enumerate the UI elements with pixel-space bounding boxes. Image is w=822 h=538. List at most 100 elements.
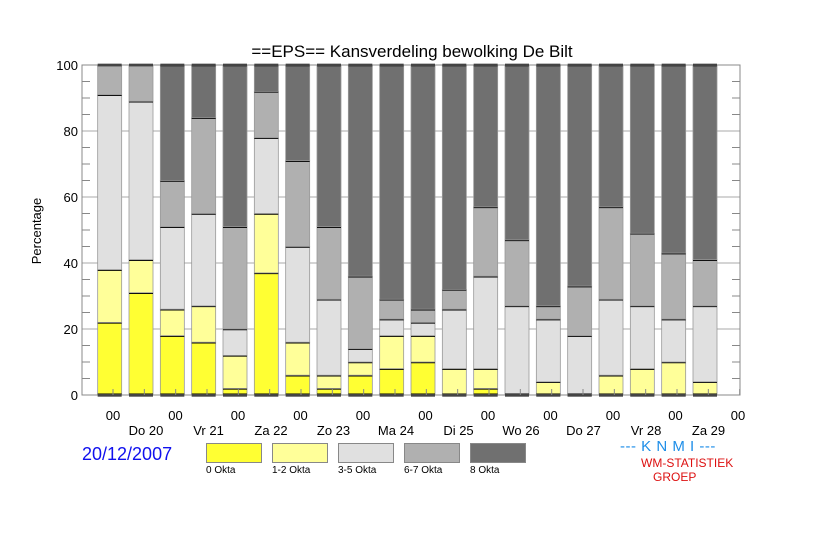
x-day-label: Do 20: [129, 423, 164, 438]
legend-label: 8 Okta: [470, 465, 500, 476]
bar-segment-6-7-okta: [97, 64, 123, 96]
bar-segment-3-5-okta: [379, 318, 405, 337]
legend-label: 1-2 Okta: [272, 465, 311, 476]
bar-segment-1-2-okta: [629, 368, 655, 396]
y-tick-label: 40: [64, 256, 78, 271]
bar-segment-3-5-okta: [629, 305, 655, 369]
bar-stack: [598, 63, 624, 397]
y-tick-label: 100: [56, 58, 78, 73]
bar-segment-0-okta: [191, 341, 217, 396]
bar-stack: [410, 63, 436, 397]
bar-segment-8-okta: [567, 64, 593, 287]
x-day-label: Wo 26: [502, 423, 539, 438]
bar-segment-6-7-okta: [504, 239, 530, 307]
bar-segment-6-7-okta: [191, 117, 217, 214]
bar-stack: [629, 63, 655, 397]
bar-segment-1-2-okta: [661, 361, 687, 396]
bar-segment-1-2-okta: [191, 305, 217, 343]
bar-segment-1-2-okta: [535, 381, 561, 396]
bar-segment-1-2-okta: [159, 308, 185, 337]
bar-segment-6-7-okta: [159, 180, 185, 228]
bar-segment-3-5-okta: [535, 318, 561, 383]
bar-segment-6-7-okta: [629, 232, 655, 307]
chart-title: ==EPS== Kansverdeling bewolking De Bilt: [251, 42, 573, 61]
legend-swatch: [272, 443, 328, 463]
y-axis-label: Percentage: [29, 198, 44, 265]
bar-segment-0-okta: [159, 335, 185, 396]
bar-segment-3-5-okta: [128, 100, 154, 261]
bar-segment-3-5-okta: [661, 318, 687, 363]
bar-segment-8-okta: [347, 64, 373, 277]
bar-segment-0-okta: [253, 272, 279, 396]
bar-segment-1-2-okta: [128, 259, 154, 294]
bar-stack: [504, 63, 530, 397]
x-day-label: Za 22: [254, 423, 287, 438]
bar-segment-3-5-okta: [598, 298, 624, 376]
x-day-label: Do 27: [566, 423, 601, 438]
x-time-label: 00: [356, 408, 370, 423]
bar-segment-3-5-okta: [97, 94, 123, 270]
bar-stack: [222, 63, 248, 397]
x-day-label: Vr 28: [631, 423, 662, 438]
bar-segment-6-7-okta: [128, 64, 154, 102]
bar-segment-3-5-okta: [316, 298, 342, 376]
x-time-label: 00: [106, 408, 120, 423]
bar-segment-6-7-okta: [222, 226, 248, 330]
bar-segment-0-okta: [347, 374, 373, 396]
bar-segment-0-okta: [97, 321, 123, 396]
bar-segment-1-2-okta: [379, 335, 405, 370]
bar-stack: [347, 63, 373, 397]
bar-segment-1-2-okta: [285, 341, 311, 376]
bar-segment-6-7-okta: [692, 259, 718, 307]
legend-item: 6-7 Okta: [404, 443, 460, 476]
bar-segment-8-okta: [191, 64, 217, 119]
bar-segment-8-okta: [441, 64, 467, 290]
group-label-line1: WM-STATISTIEK: [641, 456, 734, 470]
bar-segment-1-2-okta: [598, 374, 624, 396]
bar-stack: [128, 63, 154, 397]
x-day-label: Zo 23: [317, 423, 350, 438]
x-time-label: 00: [168, 408, 182, 423]
bar-segment-0-okta: [379, 368, 405, 396]
legend-item: 0 Okta: [206, 443, 262, 476]
y-tick-label: 20: [64, 322, 78, 337]
bar-segment-8-okta: [473, 64, 499, 208]
legend-label: 3-5 Okta: [338, 465, 377, 476]
x-time-label: 00: [293, 408, 307, 423]
bar-segment-8-okta: [629, 64, 655, 234]
bar-segment-8-okta: [222, 64, 248, 228]
x-day-label: Di 25: [443, 423, 473, 438]
bar-segment-8-okta: [504, 64, 530, 241]
bar-segment-6-7-okta: [661, 252, 687, 320]
bar-segment-3-5-okta: [410, 321, 436, 336]
bar-segment-0-okta: [285, 374, 311, 396]
bar-stack: [379, 63, 405, 397]
bar-segment-3-5-okta: [253, 137, 279, 214]
bar-segment-1-2-okta: [97, 269, 123, 323]
x-ticks: 00 00 00 00 00 00 00 00 00 00 00 Do 20 Vr 21 Za 22 Zo …: [106, 389, 745, 438]
x-day-label: Vr 21: [193, 423, 224, 438]
group-label-line2: GROEP: [653, 470, 697, 484]
y-tick-label: 80: [64, 124, 78, 139]
bar-stack: [535, 63, 561, 397]
bar-segment-8-okta: [159, 64, 185, 181]
legend-swatch: [470, 443, 526, 463]
x-time-label: 00: [418, 408, 432, 423]
bar-stack: [253, 63, 279, 397]
bar-stack: [567, 63, 593, 397]
bar-segment-6-7-okta: [316, 226, 342, 300]
bar-stack: [159, 63, 185, 397]
bar-segment-6-7-okta: [567, 285, 593, 337]
bar-segment-6-7-okta: [253, 91, 279, 139]
legend-label: 0 Okta: [206, 465, 236, 476]
bar-segment-8-okta: [285, 64, 311, 162]
x-time-label: 00: [668, 408, 682, 423]
bar-segment-1-2-okta: [222, 354, 248, 389]
x-time-label: 00: [543, 408, 557, 423]
bar-segment-8-okta: [598, 64, 624, 208]
bar-segment-3-5-okta: [285, 246, 311, 343]
bar-stack: [473, 63, 499, 397]
bar-segment-3-5-okta: [347, 348, 373, 363]
legend-item: 8 Okta: [470, 443, 526, 476]
bar-segment-3-5-okta: [159, 226, 185, 310]
